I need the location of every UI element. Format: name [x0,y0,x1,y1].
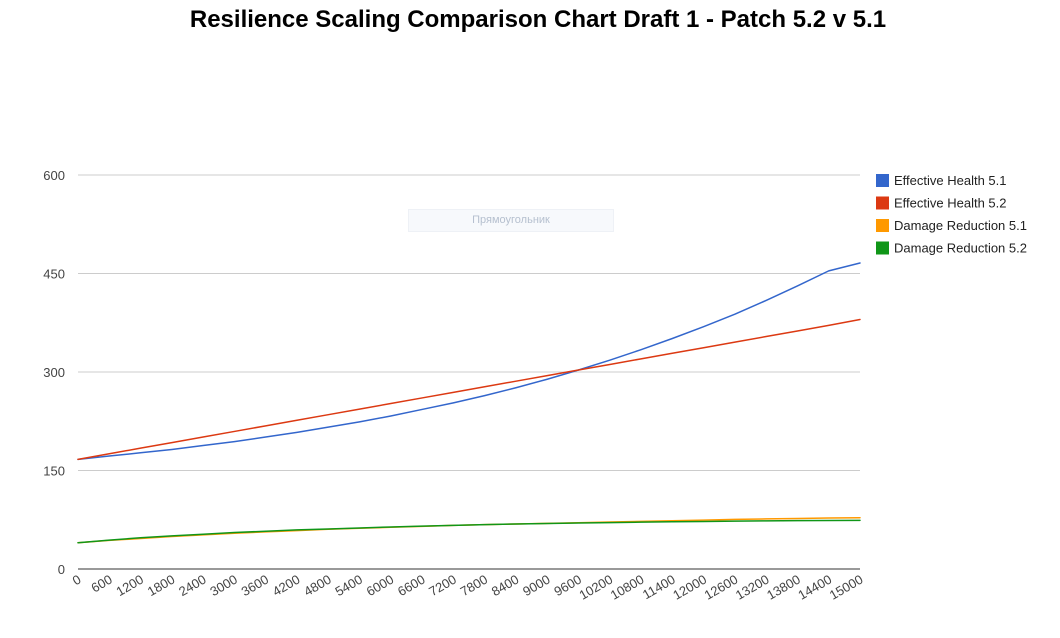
legend: Effective Health 5.1 Effective Health 5.2… [876,173,1027,256]
series-line-effective-health-5-1 [77,262,861,461]
y-axis-ticks: 0 150 300 450 600 [43,168,65,577]
x-tick-label: 6600 [395,572,428,599]
legend-label: Effective Health 5.1 [894,173,1007,188]
x-tick-label: 10200 [576,572,615,603]
x-tick-label: 9000 [520,572,553,599]
x-tick-label: 12000 [670,572,709,603]
x-tick-label: 10800 [608,572,647,603]
x-tick-label: 1800 [145,572,178,599]
legend-label: Effective Health 5.2 [894,196,1007,211]
x-tick-label: 11400 [640,572,678,603]
legend-item[interactable]: Effective Health 5.1 [876,173,1007,188]
y-tick-label: 450 [43,267,65,282]
series-line-damage-reduction-5-2 [77,519,861,544]
series-line-effective-health-5-2 [77,318,861,461]
y-tick-label: 150 [43,464,65,479]
series-lines [77,262,861,544]
x-tick-label: 3000 [207,572,240,599]
x-tick-label: 13800 [764,572,803,603]
y-tick-label: 300 [43,365,65,380]
chart-title: Resilience Scaling Comparison Chart Draf… [189,6,887,33]
overlay-rectangle-label: Прямоугольник [472,214,550,226]
legend-item[interactable]: Effective Health 5.2 [876,196,1007,211]
legend-swatch [876,196,889,210]
x-tick-label: 7800 [458,572,491,599]
legend-label: Damage Reduction 5.1 [894,218,1027,233]
legend-item[interactable]: Damage Reduction 5.2 [876,241,1027,256]
legend-label: Damage Reduction 5.2 [894,241,1027,256]
x-tick-label: 15000 [827,572,866,603]
y-tick-label: 600 [43,168,65,183]
x-tick-label: 8400 [489,572,522,599]
legend-swatch [876,219,889,232]
x-axis-ticks: 0 600120018002400300036004200480054006000… [70,572,866,603]
x-tick-label: 600 [88,572,114,596]
x-tick-label: 4200 [270,572,303,599]
x-tick-label: 3600 [239,572,272,599]
y-tick-label: 0 [58,562,65,577]
x-tick-label: 2400 [176,572,209,599]
x-tick-label: 1200 [114,572,147,599]
x-tick-label: 14400 [795,572,834,603]
x-tick-label: 12600 [702,572,741,603]
legend-item[interactable]: Damage Reduction 5.1 [876,218,1027,233]
x-tick-label: 5400 [332,572,365,599]
gridlines [78,174,860,570]
legend-swatch [876,241,889,255]
x-tick-label: 6000 [364,572,397,599]
overlay-rectangle: Прямоугольник [408,209,614,232]
legend-swatch [876,174,889,187]
x-tick-label: 0 [70,572,84,589]
x-tick-label: 4800 [301,572,334,599]
x-tick-label: 13200 [733,572,772,603]
x-tick-label: 7200 [426,572,459,599]
